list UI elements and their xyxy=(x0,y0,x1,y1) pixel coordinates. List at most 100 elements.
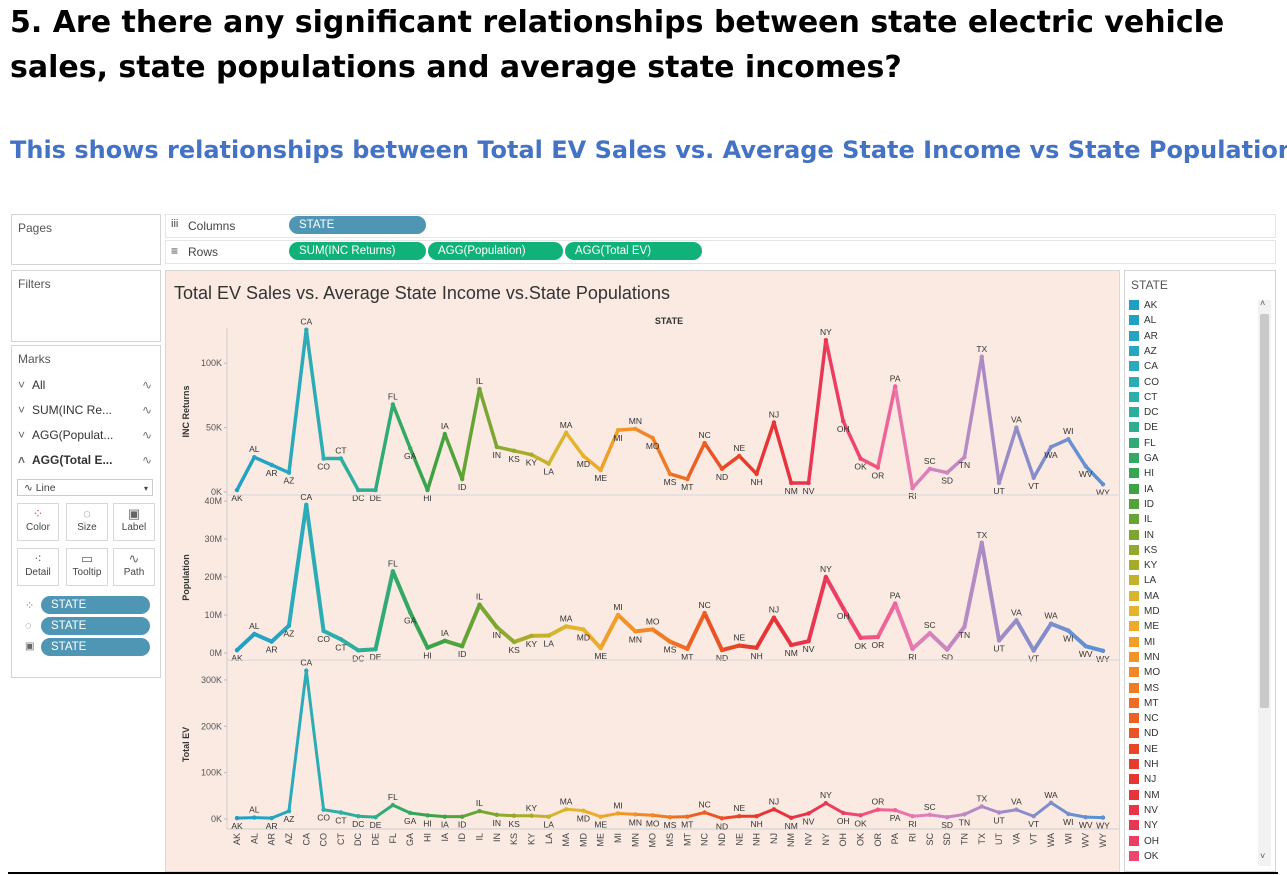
data-point-ar[interactable] xyxy=(269,462,274,468)
data-point-mo[interactable] xyxy=(650,627,655,632)
legend-item-ak[interactable]: AK xyxy=(1129,300,1157,315)
data-point-ga[interactable] xyxy=(408,610,413,615)
data-point-nd[interactable] xyxy=(719,466,725,472)
data-point-ak[interactable] xyxy=(234,487,240,493)
legend-item-co[interactable]: CO xyxy=(1129,376,1159,392)
data-point-ma[interactable] xyxy=(563,624,569,629)
data-point-ks[interactable] xyxy=(511,448,517,453)
rows-pill-population[interactable]: AGG(Population) xyxy=(428,242,563,260)
data-point-sc[interactable] xyxy=(927,812,932,818)
legend-item-az[interactable]: AZ xyxy=(1129,345,1157,361)
data-point-ri[interactable] xyxy=(910,485,915,491)
rows-shelf[interactable]: ≡ Rows SUM(INC Returns) AGG(Population) … xyxy=(165,240,1276,264)
data-point-nh[interactable] xyxy=(754,814,759,819)
legend-item-mo[interactable]: MO xyxy=(1129,667,1160,682)
data-point-al[interactable] xyxy=(252,455,257,460)
data-point-nv[interactable] xyxy=(806,811,811,816)
data-point-hi[interactable] xyxy=(425,645,430,650)
data-point-nd[interactable] xyxy=(719,647,725,653)
data-point-wa[interactable] xyxy=(1048,800,1054,805)
data-point-ar[interactable] xyxy=(269,815,274,821)
data-point-oh[interactable] xyxy=(841,605,846,611)
data-point-id[interactable] xyxy=(459,814,465,819)
color-button[interactable]: ⁘ Color xyxy=(17,503,59,541)
data-point-pa[interactable] xyxy=(892,601,898,606)
data-point-nd[interactable] xyxy=(719,816,725,821)
data-point-tx[interactable] xyxy=(979,804,984,809)
data-point-la[interactable] xyxy=(546,461,551,466)
data-point-la[interactable] xyxy=(546,633,551,638)
data-point-ga[interactable] xyxy=(408,446,413,451)
data-point-az[interactable] xyxy=(286,623,292,628)
marks-pill-color-state[interactable]: STATE xyxy=(41,596,150,614)
data-point-ut[interactable] xyxy=(996,810,1002,815)
data-point-mi[interactable] xyxy=(615,811,621,816)
data-point-nm[interactable] xyxy=(789,480,794,486)
columns-pill-state[interactable]: STATE xyxy=(289,216,426,234)
data-point-ct[interactable] xyxy=(338,456,344,461)
data-point-tn[interactable] xyxy=(962,812,967,817)
columns-shelf[interactable]: iii Columns STATE xyxy=(165,214,1276,238)
data-point-ga[interactable] xyxy=(408,810,413,816)
legend-item-nh[interactable]: NH xyxy=(1129,759,1158,774)
data-point-or[interactable] xyxy=(875,634,881,640)
data-point-ks[interactable] xyxy=(511,639,517,645)
data-point-mt[interactable] xyxy=(685,646,690,652)
data-point-wv[interactable] xyxy=(1083,643,1088,649)
mark-type-select[interactable]: ∿ Line ▾ xyxy=(17,479,153,496)
legend-item-ia[interactable]: IA xyxy=(1129,483,1153,499)
data-point-me[interactable] xyxy=(598,467,603,473)
data-point-sd[interactable] xyxy=(944,647,950,652)
data-point-az[interactable] xyxy=(286,470,292,475)
pages-shelf[interactable]: Pages xyxy=(11,214,161,265)
data-point-il[interactable] xyxy=(477,602,482,607)
data-point-nh[interactable] xyxy=(754,645,759,650)
data-point-wv[interactable] xyxy=(1083,464,1088,469)
data-point-wa[interactable] xyxy=(1048,621,1054,626)
data-point-ak[interactable] xyxy=(234,815,240,821)
legend-item-nv[interactable]: NV xyxy=(1129,804,1158,820)
legend-item-la[interactable]: LA xyxy=(1129,575,1156,590)
data-point-dc[interactable] xyxy=(356,814,361,819)
data-point-ne[interactable] xyxy=(737,643,742,648)
data-point-va[interactable] xyxy=(1014,618,1019,623)
legend-item-me[interactable]: ME xyxy=(1129,621,1159,636)
legend-item-ky[interactable]: KY xyxy=(1129,560,1157,575)
data-point-nv[interactable] xyxy=(806,480,811,486)
data-point-wi[interactable] xyxy=(1066,628,1071,633)
data-point-mo[interactable] xyxy=(650,813,655,818)
data-point-nh[interactable] xyxy=(754,471,759,477)
legend-item-nc[interactable]: NC xyxy=(1129,713,1158,728)
data-point-ky[interactable] xyxy=(529,813,534,818)
legend-scrollbar[interactable]: ˄ ˅ xyxy=(1258,298,1271,866)
legend-item-ca[interactable]: CA xyxy=(1129,361,1158,376)
data-point-ca[interactable] xyxy=(304,668,309,673)
data-point-vt[interactable] xyxy=(1031,648,1036,653)
data-point-ca[interactable] xyxy=(304,327,309,332)
legend-item-ok[interactable]: OK xyxy=(1129,850,1158,866)
data-point-az[interactable] xyxy=(286,808,292,814)
data-point-ia[interactable] xyxy=(442,814,448,819)
data-point-ms[interactable] xyxy=(667,639,673,644)
legend-item-ma[interactable]: MA xyxy=(1129,590,1159,606)
data-point-wy[interactable] xyxy=(1100,648,1106,653)
legend-item-dc[interactable]: DC xyxy=(1129,407,1158,422)
data-point-fl[interactable] xyxy=(390,402,396,407)
data-point-nm[interactable] xyxy=(789,815,794,821)
data-point-mi[interactable] xyxy=(615,612,621,618)
data-point-de[interactable] xyxy=(373,814,378,820)
data-point-tx[interactable] xyxy=(979,540,984,545)
data-point-ny[interactable] xyxy=(823,801,829,806)
data-point-ms[interactable] xyxy=(667,471,673,477)
data-point-al[interactable] xyxy=(252,631,257,637)
data-point-mt[interactable] xyxy=(685,814,690,819)
legend-scroll-thumb[interactable] xyxy=(1260,314,1269,708)
data-point-ms[interactable] xyxy=(667,814,673,820)
legend-item-nd[interactable]: ND xyxy=(1129,728,1158,743)
data-point-nc[interactable] xyxy=(702,610,707,616)
data-point-co[interactable] xyxy=(321,628,326,634)
data-point-wa[interactable] xyxy=(1048,444,1054,450)
legend-item-ny[interactable]: NY xyxy=(1129,820,1158,835)
data-point-pa[interactable] xyxy=(892,807,898,813)
marks-all[interactable]: ˅ All ∿ xyxy=(18,375,156,395)
